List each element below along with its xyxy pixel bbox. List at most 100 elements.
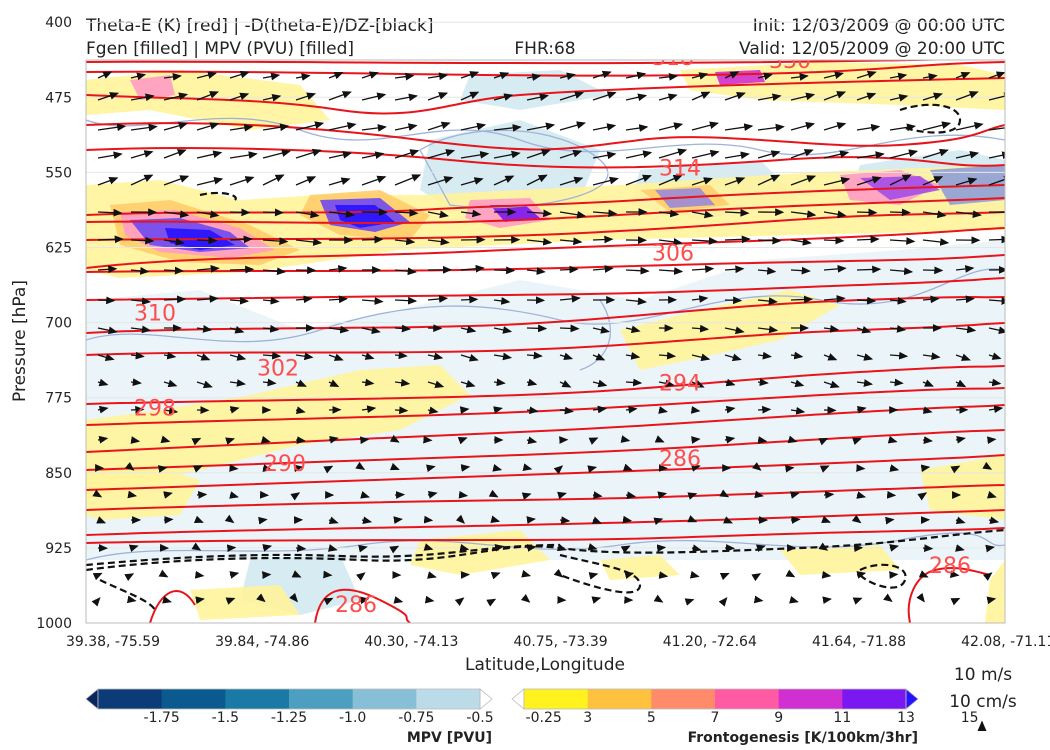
wind-vector — [427, 149, 456, 159]
wind-vector — [790, 351, 804, 360]
wind-vector — [625, 352, 641, 360]
wind-vector — [856, 151, 885, 159]
wind-vector — [988, 175, 1005, 186]
wind-vector — [955, 121, 984, 131]
wind-vector — [460, 150, 490, 159]
wind-vector — [394, 174, 422, 186]
wind-vector — [724, 265, 745, 274]
wind-vector — [757, 351, 772, 360]
theta-e-contour — [86, 387, 1005, 426]
wind-vector — [130, 405, 145, 414]
wind-vector — [389, 545, 400, 554]
wind-vector — [295, 210, 320, 219]
filled-contour-region — [190, 585, 300, 620]
wind-vector — [460, 122, 487, 131]
filled-contour-region — [620, 290, 840, 370]
wind-vector — [955, 435, 966, 444]
wind-vector — [124, 462, 135, 471]
wind-vector — [653, 594, 664, 603]
colorbar-tick-label: -0.25 — [526, 710, 562, 726]
wind-vector — [97, 326, 118, 335]
wind-vector — [97, 123, 127, 132]
wind-vector — [687, 515, 698, 523]
wind-vector — [654, 435, 665, 443]
wind-vector — [97, 235, 124, 244]
wind-vector — [229, 296, 250, 305]
wind-vector — [163, 149, 187, 159]
wind-vector — [559, 406, 574, 415]
wind-vector — [588, 437, 599, 445]
y-tick-label: 850 — [45, 466, 72, 482]
wind-vector — [130, 267, 150, 275]
wind-vector — [988, 124, 1005, 132]
wind-vector — [229, 70, 250, 79]
mpv-contour-line — [86, 268, 1005, 343]
wind-vector — [196, 71, 218, 79]
wind-vector — [690, 406, 701, 414]
wind-vector — [229, 325, 245, 334]
wind-vector — [754, 490, 764, 499]
wind-vector — [691, 265, 715, 274]
wind-vector — [751, 573, 762, 582]
wind-vector — [889, 208, 911, 217]
colorbar-tick-label: -1.25 — [271, 710, 307, 726]
wind-vector — [486, 598, 497, 607]
wind-vector — [889, 464, 900, 472]
wind-vector — [591, 516, 602, 524]
theta-e-labels: 3343303263223183143103063022982942902862… — [134, 46, 971, 618]
wind-vector — [559, 91, 585, 101]
wind-vector — [592, 91, 617, 101]
wind-vector — [163, 72, 182, 81]
x-tick-label: 41.64, -71.88 — [812, 634, 906, 650]
colorbar-segment — [416, 689, 481, 709]
wind-vector — [559, 210, 587, 219]
wind-vector — [260, 435, 271, 444]
wind-vector — [262, 123, 290, 132]
wind-vector — [556, 543, 567, 552]
wind-vector — [295, 121, 325, 131]
colorbar-extend-low — [85, 688, 99, 710]
wind-vector — [588, 572, 599, 580]
wind-vector — [196, 150, 223, 159]
wind-vector — [526, 324, 548, 333]
wind-vector — [460, 464, 471, 472]
wind-vector — [163, 351, 177, 360]
wind-vector — [852, 437, 862, 445]
x-tick-label: 40.75, -73.39 — [514, 634, 608, 650]
wind-vector — [97, 151, 123, 160]
wind-vector — [718, 597, 728, 607]
wind-vector — [856, 353, 874, 361]
wind-vector — [295, 295, 313, 304]
x-tick-label: 39.84, -74.86 — [215, 634, 309, 650]
wind-vector — [521, 569, 531, 578]
wind-vector — [229, 353, 247, 361]
wind-vector — [97, 296, 116, 305]
wind-vector — [889, 237, 916, 245]
wind-vector — [526, 93, 549, 102]
wind-vector — [856, 571, 867, 579]
wind-vector — [191, 437, 202, 446]
wind-vector — [691, 295, 709, 303]
wind-vector — [427, 352, 444, 361]
wind-vector — [97, 92, 120, 101]
wind-vector — [625, 124, 649, 132]
wind-vector — [657, 491, 668, 499]
wind-vector — [394, 149, 420, 159]
wind-vector — [724, 378, 736, 387]
wind-vector — [92, 572, 103, 581]
wind-vector — [328, 325, 350, 334]
wind-vector — [757, 378, 769, 387]
wind-vector — [889, 571, 899, 579]
wind-vector — [361, 297, 384, 305]
wind-vector — [394, 351, 408, 360]
wind-vector — [625, 325, 641, 334]
colorbar-extend-high — [905, 688, 919, 710]
wind-vector — [225, 597, 236, 605]
colorbar-segment — [842, 689, 907, 709]
wind-vector — [789, 595, 799, 604]
theta-e-label: 318 — [652, 46, 694, 71]
wind-vector — [130, 93, 155, 102]
wind-vector — [493, 150, 521, 159]
wind-vector — [757, 325, 779, 334]
wind-vector — [889, 544, 900, 552]
